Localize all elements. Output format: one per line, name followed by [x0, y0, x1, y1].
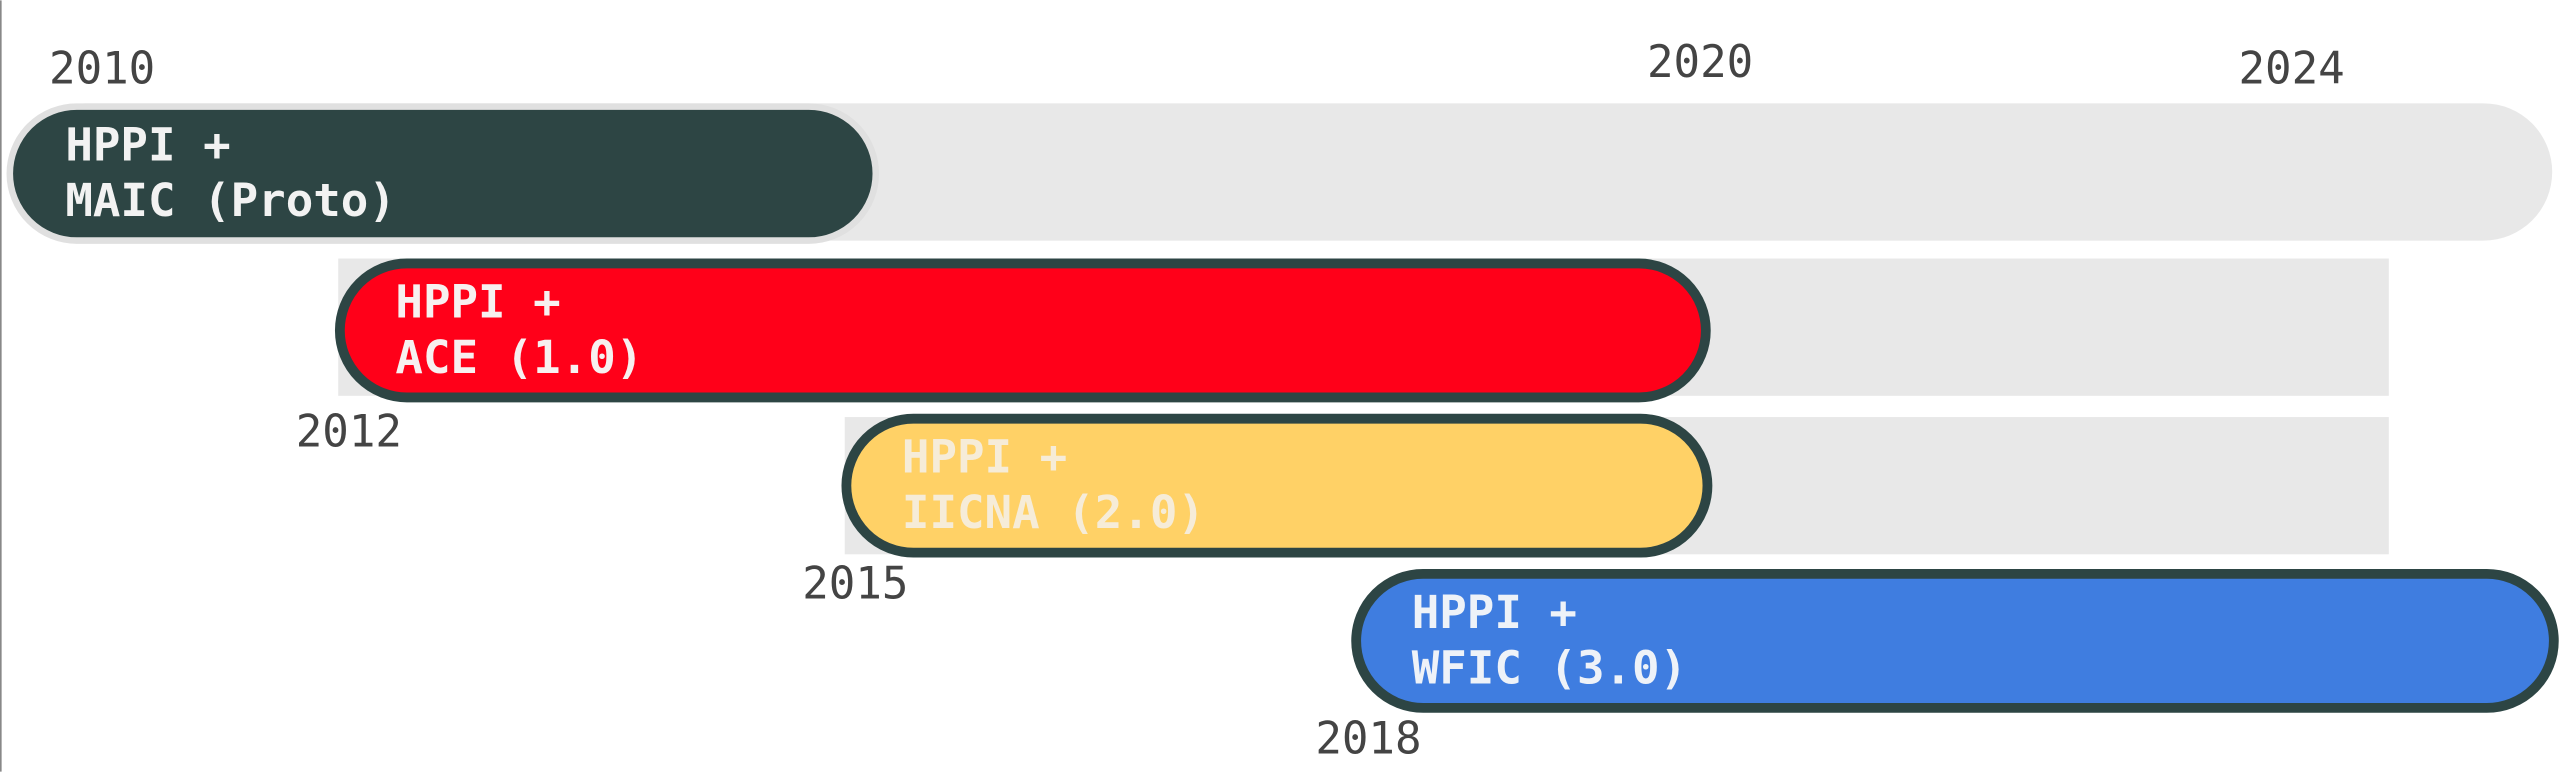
era-label: MAIC (Proto) — [65, 174, 396, 227]
era-label: HPPI + — [395, 275, 560, 328]
year-label: 2020 — [1647, 37, 1753, 88]
year-label: 2018 — [1315, 714, 1421, 765]
era-bar — [1351, 569, 2559, 713]
era-label: HPPI + — [65, 119, 230, 172]
year-label: 2012 — [296, 406, 402, 457]
era-label: ACE (1.0) — [395, 331, 643, 384]
era-label: HPPI + — [1412, 586, 1577, 639]
era-bar — [334, 258, 1711, 403]
year-label: 2010 — [49, 44, 155, 95]
era-bar — [6, 103, 880, 244]
era-label: HPPI + — [902, 431, 1067, 484]
era-label: WFIC (3.0) — [1412, 641, 1687, 694]
era-bar — [841, 413, 1713, 558]
year-label: 2015 — [802, 558, 908, 609]
year-label: 2024 — [2238, 44, 2344, 95]
era-label: IICNA (2.0) — [902, 486, 1205, 539]
